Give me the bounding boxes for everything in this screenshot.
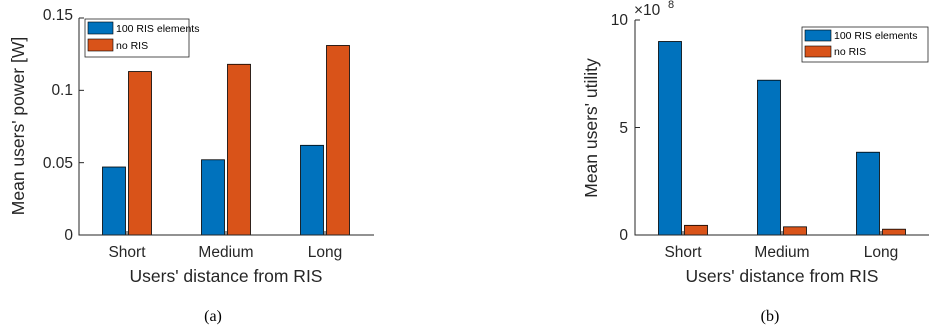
chart-a-ytick-label: 0 <box>64 227 73 244</box>
chart-a-xlabel: Users' distance from RIS <box>130 266 323 286</box>
chart-a-bar-ris-short <box>102 166 126 236</box>
chart-a-bar-ris-medium <box>201 159 225 236</box>
chart-a-legend-label: no RIS <box>116 40 148 52</box>
chart-b-legend-label: no RIS <box>834 46 866 58</box>
chart-a-ytick-label: 0.05 <box>43 155 73 172</box>
chart-a-legend-label: 100 RIS elements <box>116 23 199 35</box>
chart-b-xtick-label: Long <box>864 244 898 261</box>
chart-b-bar-no-ris-medium <box>783 226 807 236</box>
chart-b-exponent-base: ×10 <box>634 2 661 19</box>
chart-b-legend-swatch-blue <box>804 29 832 42</box>
chart-b-yticks: 0 5 10 <box>611 12 640 244</box>
chart-a-bar-no-ris-medium <box>227 63 251 236</box>
chart-b-xtick-label: Short <box>664 244 702 261</box>
chart-a-yticks: 0 0.05 0.1 0.15 <box>43 7 84 244</box>
chart-b-legend: 100 RIS elements no RIS <box>801 26 929 63</box>
chart-b-exponent-power: 8 <box>668 0 674 11</box>
chart-b-bars <box>658 41 906 236</box>
chart-a-xtick-label: Short <box>108 244 146 261</box>
chart-b-xlabel: Users' distance from RIS <box>686 266 879 286</box>
chart-b: 0 5 10 ×10 8 Short Medium Long Users' di… <box>581 0 929 325</box>
caption-b: (b) <box>761 308 780 325</box>
chart-b-bar-ris-medium <box>757 79 781 236</box>
chart-a-legend-swatch-blue <box>87 21 114 35</box>
chart-a-legend: 100 RIS elements no RIS <box>84 18 199 58</box>
chart-b-legend-swatch-orange <box>804 45 832 58</box>
chart-b-xtick-label: Medium <box>754 244 809 261</box>
chart-b-bar-ris-long <box>856 151 880 236</box>
chart-a-ylabel: Mean users' power [W] <box>8 37 28 215</box>
chart-a-xtick-label: Medium <box>198 244 253 261</box>
chart-b-legend-label: 100 RIS elements <box>834 30 917 42</box>
chart-a-bar-no-ris-short <box>128 71 152 236</box>
chart-b-ytick-label: 10 <box>611 12 629 29</box>
chart-b-bar-no-ris-long <box>882 228 906 236</box>
chart-a-bar-ris-long <box>300 144 324 236</box>
chart-a-xticks: Short Medium Long <box>108 231 342 261</box>
chart-b-bar-ris-short <box>658 41 682 236</box>
chart-b-bar-no-ris-short <box>684 224 708 236</box>
chart-b-ytick-label: 0 <box>619 227 628 244</box>
caption-a: (a) <box>204 308 222 325</box>
chart-a-bars <box>102 45 350 236</box>
chart-b-ylabel: Mean users' utility <box>581 58 601 198</box>
chart-a-legend-swatch-orange <box>87 38 114 52</box>
chart-a-ytick-label: 0.1 <box>51 82 73 99</box>
chart-a-xtick-label: Long <box>308 244 342 261</box>
chart-a-ytick-label: 0.15 <box>43 7 73 24</box>
chart-a: 0 0.05 0.1 0.15 Short Medium Long Users'… <box>8 7 374 325</box>
chart-b-exponent: ×10 8 <box>634 0 674 19</box>
chart-a-bar-no-ris-long <box>326 45 350 236</box>
chart-b-xticks: Short Medium Long <box>664 231 898 261</box>
chart-b-ytick-label: 5 <box>619 120 628 137</box>
